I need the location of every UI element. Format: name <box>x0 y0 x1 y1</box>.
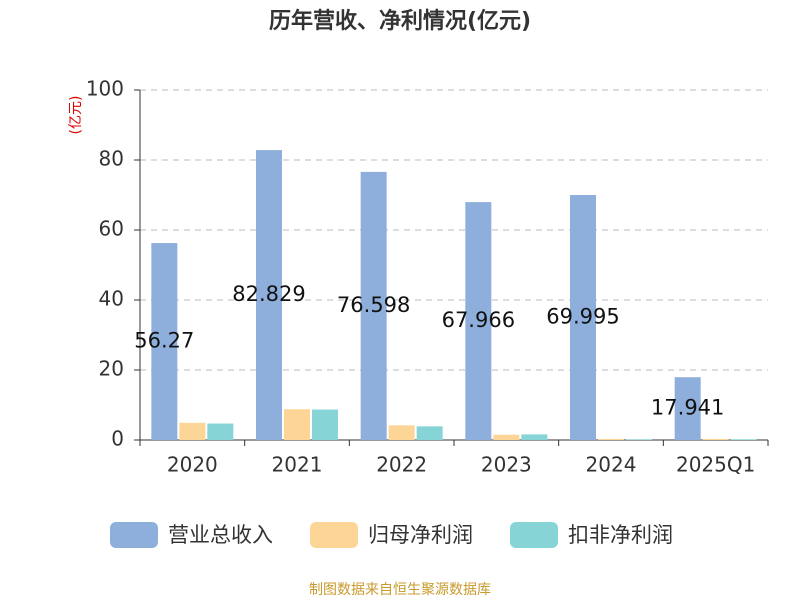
y-tick-label: 80 <box>99 147 124 171</box>
x-tick-label: 2021 <box>272 453 323 477</box>
bar <box>416 426 443 440</box>
legend-label: 营业总收入 <box>168 523 273 547</box>
bar <box>730 439 757 440</box>
bar <box>493 434 520 440</box>
legend-label: 扣非净利润 <box>568 523 673 547</box>
data-label: 82.829 <box>232 282 305 306</box>
x-tick-label: 2025Q1 <box>676 453 755 477</box>
data-label: 69.995 <box>546 305 619 329</box>
legend-label: 归母净利润 <box>368 523 473 547</box>
bar <box>360 171 387 441</box>
bar <box>521 434 548 440</box>
x-tick-label: 2023 <box>481 453 532 477</box>
bar <box>284 409 310 440</box>
legend-swatch <box>110 522 158 548</box>
legend-swatch <box>310 522 358 548</box>
bar <box>626 439 652 440</box>
data-label: 56.27 <box>134 329 194 353</box>
bar <box>207 423 234 440</box>
source-note: 制图数据来自恒生聚源数据库 <box>309 582 491 598</box>
bar <box>312 409 338 440</box>
y-tick-label: 40 <box>99 287 124 311</box>
y-tick-label: 100 <box>86 77 124 101</box>
data-label: 67.966 <box>442 308 515 332</box>
bar <box>465 202 492 440</box>
bar <box>256 150 282 440</box>
bar <box>388 425 415 440</box>
bar <box>598 438 624 440</box>
y-axis-label: (亿元) <box>68 96 84 135</box>
y-tick-label: 60 <box>99 217 124 241</box>
x-tick-label: 2022 <box>376 453 427 477</box>
bar <box>570 195 596 440</box>
x-tick-label: 2024 <box>586 453 637 477</box>
chart-title: 历年营收、净利情况(亿元) <box>269 8 531 34</box>
bar <box>179 422 206 440</box>
data-label: 76.598 <box>337 293 410 317</box>
data-label: 17.941 <box>651 396 724 420</box>
y-tick-label: 20 <box>99 357 124 381</box>
legend-swatch <box>510 522 558 548</box>
y-tick-label: 0 <box>111 427 124 451</box>
bar <box>674 377 701 440</box>
bar <box>702 438 729 440</box>
bar <box>151 243 178 440</box>
x-tick-label: 2020 <box>167 453 218 477</box>
